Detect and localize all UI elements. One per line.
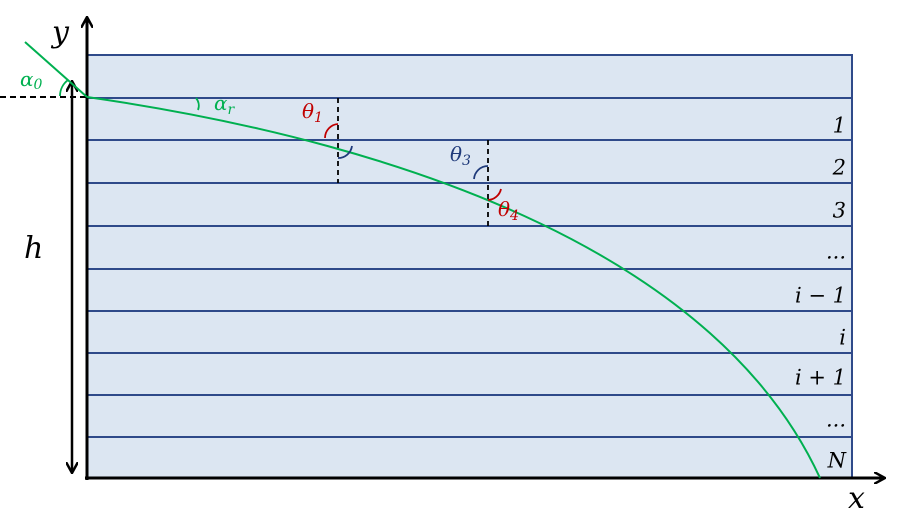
ray-path bbox=[86, 96, 821, 479]
subscript: 4 bbox=[509, 208, 519, 224]
layer-labels: 1 2 3 ... i − 1 i i + 1 ... N bbox=[795, 114, 847, 473]
layer-label: i + 1 bbox=[795, 366, 846, 390]
angle-arc bbox=[195, 97, 200, 111]
angle-arc bbox=[59, 79, 69, 97]
layer-label: 3 bbox=[833, 199, 846, 223]
subscript: 3 bbox=[462, 153, 471, 169]
layer-label: N bbox=[827, 449, 847, 473]
angle-label: α0 bbox=[20, 67, 43, 94]
medium bbox=[86, 54, 853, 479]
layer-boundaries bbox=[87, 97, 852, 438]
angle-arc bbox=[487, 188, 502, 201]
symbol: α bbox=[20, 67, 34, 91]
angle-label: θ4 bbox=[498, 197, 519, 225]
layer-label: ... bbox=[826, 240, 846, 264]
angle-label: θ3 bbox=[450, 142, 471, 170]
angle-arc bbox=[324, 123, 339, 139]
angle-arc bbox=[337, 145, 353, 159]
subscript: 0 bbox=[34, 77, 43, 93]
axis-label: x bbox=[848, 481, 865, 516]
axis-label: y bbox=[50, 15, 70, 50]
angle-label: αr bbox=[214, 91, 236, 119]
symbol: θ bbox=[498, 197, 510, 221]
layer-label: i − 1 bbox=[795, 284, 846, 308]
angle-label: θ1 bbox=[302, 99, 323, 127]
layer-label: 1 bbox=[833, 114, 846, 138]
symbol: α bbox=[214, 91, 228, 115]
height-label: h bbox=[24, 231, 43, 266]
subscript: r bbox=[228, 102, 236, 118]
subscript: 1 bbox=[314, 110, 323, 126]
layer-label: ... bbox=[826, 408, 846, 432]
layer-label: i bbox=[839, 326, 846, 350]
angle-arc bbox=[473, 165, 489, 180]
symbol: θ bbox=[302, 99, 314, 123]
symbol: θ bbox=[450, 142, 462, 166]
incoming-ray bbox=[24, 41, 88, 98]
layer-label: 2 bbox=[832, 156, 846, 180]
